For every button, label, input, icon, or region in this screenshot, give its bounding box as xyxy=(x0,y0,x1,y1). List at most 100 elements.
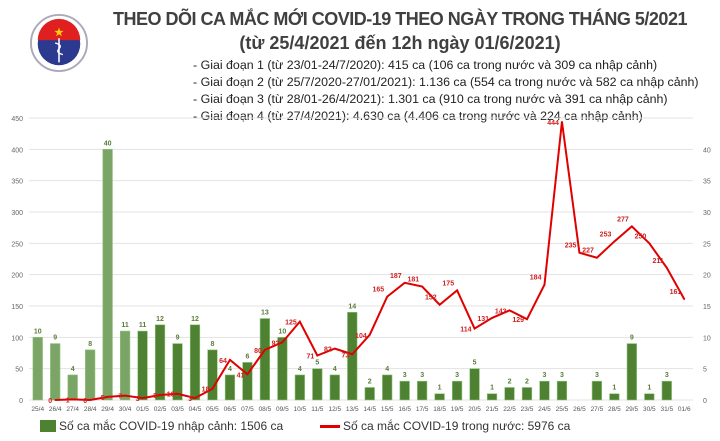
bar-imported xyxy=(609,393,620,401)
line-data-label: 175 xyxy=(442,280,454,287)
line-point xyxy=(578,251,581,254)
right-axis-tick-label: 35 xyxy=(703,179,711,186)
phase-1-summary: - Giai đoạn 1 (từ 23/01-24/7/2020): 415 … xyxy=(193,58,658,72)
x-axis-tick-label: 20/5 xyxy=(468,406,481,413)
line-point xyxy=(648,242,651,245)
bar-imported xyxy=(102,149,113,401)
bar-data-label: 9 xyxy=(630,335,634,342)
line-point xyxy=(159,394,161,396)
bar-data-label: 9 xyxy=(53,335,57,342)
bar-data-label: 5 xyxy=(473,360,477,367)
line-data-label: 41 xyxy=(237,372,245,379)
chart-subtitle: (từ 25/4/2021 đến 12h ngày 01/6/2021) xyxy=(239,33,561,53)
bar-data-label: 12 xyxy=(156,316,164,323)
line-point xyxy=(526,318,528,320)
bar-imported xyxy=(486,393,498,401)
legend-domestic: Số ca mắc COVID-19 trong nước: 5976 ca xyxy=(320,419,570,433)
line-data-label: 1 xyxy=(66,397,70,404)
line-point xyxy=(456,289,458,292)
right-axis-tick-label: 5 xyxy=(703,367,707,374)
x-axis-tick-label: 10/5 xyxy=(294,406,307,413)
line-point xyxy=(631,225,633,228)
line-data-label: 187 xyxy=(390,273,402,280)
bar-data-label: 10 xyxy=(278,328,286,335)
right-axis-tick-label: 10 xyxy=(703,335,711,342)
x-axis-tick-label: 24/5 xyxy=(538,406,551,413)
bar-imported xyxy=(32,337,43,401)
bar-data-label: 3 xyxy=(595,372,599,379)
bar-imported xyxy=(242,362,253,401)
legend-imported: Số ca mắc COVID-19 nhập cảnh: 1506 ca xyxy=(40,419,283,433)
bar-imported xyxy=(189,324,201,401)
bar-data-label: 8 xyxy=(88,341,92,348)
bar-imported xyxy=(277,337,288,401)
line-data-label: 114 xyxy=(460,327,471,334)
x-axis-tick-label: 30/4 xyxy=(119,406,132,413)
legend-bar-swatch xyxy=(40,420,56,432)
bar-imported xyxy=(661,380,672,401)
x-axis-tick-label: 31/5 xyxy=(660,406,673,413)
line-point xyxy=(124,394,126,397)
bar-data-label: 4 xyxy=(71,366,75,373)
bar-imported xyxy=(644,393,655,401)
line-point xyxy=(561,120,563,123)
phase-summary-list: - Giai đoạn 1 (từ 23/01-24/7/2020): 415 … xyxy=(193,57,699,125)
line-data-label: 3 xyxy=(136,396,140,403)
line-point xyxy=(299,320,301,323)
line-data-label: 73 xyxy=(341,352,349,359)
bar-data-label: 9 xyxy=(176,335,180,342)
x-axis-tick-label: 30/5 xyxy=(643,406,656,413)
left-axis-tick-label: 300 xyxy=(11,210,23,217)
line-data-label: 104 xyxy=(355,333,367,340)
line-data-label: 165 xyxy=(373,287,385,294)
line-point xyxy=(316,354,319,357)
bar-data-label: 10 xyxy=(34,328,42,335)
line-point xyxy=(421,285,423,288)
right-axis-tick-label: 0 xyxy=(703,398,707,405)
x-axis-tick-label: 28/5 xyxy=(608,406,621,413)
bar-imported xyxy=(417,380,428,401)
bar-imported xyxy=(451,380,463,401)
line-data-label: 253 xyxy=(600,231,612,238)
x-axis-tick-label: 26/5 xyxy=(573,406,586,413)
line-data-label: 161 xyxy=(670,289,682,296)
left-axis-tick-label: 100 xyxy=(11,335,23,342)
bar-data-label: 4 xyxy=(298,366,302,373)
line-point xyxy=(683,298,686,300)
bar-imported xyxy=(539,380,550,401)
line-point xyxy=(246,373,249,376)
bar-data-label: 11 xyxy=(139,322,147,329)
bar-imported xyxy=(85,349,96,401)
line-data-label: 181 xyxy=(407,277,419,284)
bar-imported xyxy=(382,374,393,401)
legend-domestic-label: Số ca mắc COVID-19 trong nước: 5976 ca xyxy=(343,419,571,433)
line-point xyxy=(211,387,214,390)
bar-data-label: 2 xyxy=(368,378,372,385)
bar-data-label: 4 xyxy=(333,366,337,373)
line-point xyxy=(438,303,441,306)
x-axis-tick-label: 14/5 xyxy=(363,406,376,413)
line-data-label: 0 xyxy=(48,398,52,405)
line-data-label: 64 xyxy=(219,358,227,365)
bar-imported xyxy=(521,387,533,401)
bar-imported xyxy=(172,343,183,401)
line-point xyxy=(491,317,493,319)
line-point xyxy=(264,349,266,351)
bar-imported xyxy=(294,374,305,401)
ministry-of-health-logo xyxy=(30,14,88,72)
left-axis-tick-label: 350 xyxy=(11,179,23,186)
bar-data-label: 3 xyxy=(420,372,424,379)
x-axis-tick-label: 22/5 xyxy=(503,406,516,413)
bar-data-label: 1 xyxy=(612,385,616,392)
right-axis-tick-label: 25 xyxy=(703,241,711,248)
line-point xyxy=(176,392,179,395)
bar-imported xyxy=(626,343,637,401)
line-data-label: 80 xyxy=(254,348,262,355)
line-point xyxy=(71,398,74,401)
bar-imported xyxy=(120,330,131,401)
bar-imported xyxy=(67,374,78,401)
x-axis-tick-label: 21/5 xyxy=(486,406,499,413)
legend-line-swatch xyxy=(320,424,340,428)
x-axis-tick-label: 07/5 xyxy=(241,406,254,413)
x-axis-tick-label: 25/4 xyxy=(31,406,44,413)
